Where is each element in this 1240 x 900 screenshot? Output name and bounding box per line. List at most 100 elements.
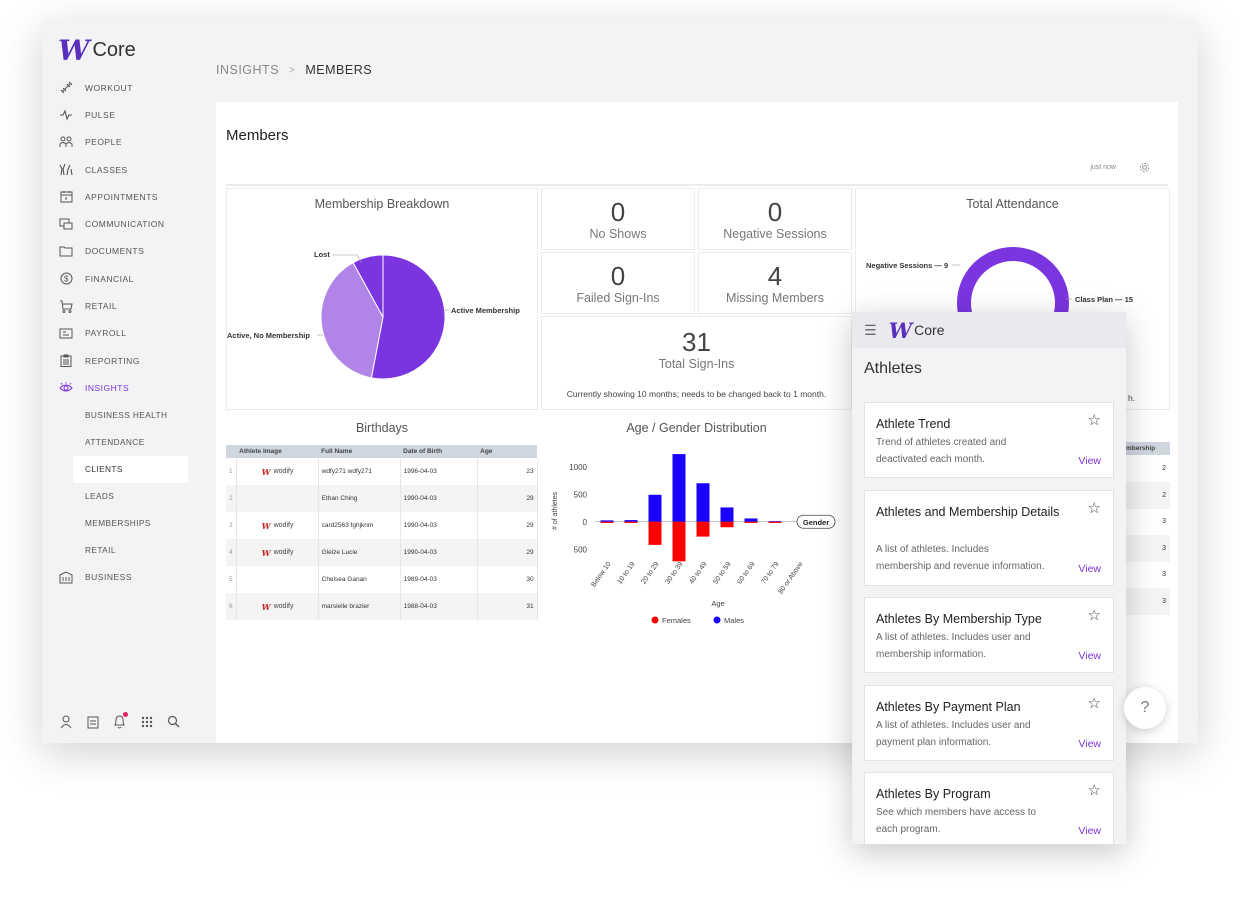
donut-label-class-plan: Class Plan — 15 <box>1075 295 1133 304</box>
bar-females[interactable] <box>768 521 782 523</box>
user-icon[interactable] <box>58 714 73 729</box>
total-signins-tile[interactable]: 31 Total Sign-Ins Currently showing 10 m… <box>541 316 852 410</box>
bar-males[interactable] <box>648 494 662 522</box>
sidebar-item-reporting[interactable]: REPORTING <box>42 347 202 374</box>
wodify-w-logo-icon: W <box>58 34 90 67</box>
bar-males[interactable] <box>720 507 734 522</box>
star-icon[interactable]: ☆ <box>1087 607 1101 624</box>
sidebar-item-insights[interactable]: INSIGHTS <box>42 374 202 401</box>
bar-females[interactable] <box>600 521 614 523</box>
bar-females[interactable] <box>672 521 686 562</box>
bar-females[interactable] <box>744 521 758 523</box>
view-link[interactable]: View <box>1078 455 1101 467</box>
bar-males[interactable] <box>624 520 638 522</box>
legend-label-females[interactable]: Females <box>662 616 691 625</box>
view-link[interactable]: View <box>1078 825 1101 837</box>
clipboard-icon[interactable] <box>85 714 100 729</box>
bar-females[interactable] <box>648 521 662 545</box>
pie-slice-active-no-membership[interactable] <box>320 261 384 379</box>
wodify-brand-text: wodify <box>273 603 294 610</box>
sidebar-sub-leads[interactable]: LEADS <box>85 491 115 502</box>
bar-females[interactable] <box>624 521 638 523</box>
sidebar-item-financial[interactable]: $ FINANCIAL <box>42 265 202 292</box>
sidebar-item-payroll[interactable]: PAYROLL <box>42 320 202 347</box>
x-tick-label: 30 to 39 <box>664 561 684 586</box>
report-card[interactable]: Athletes and Membership Details A list of… <box>864 490 1114 586</box>
sidebar-item-documents[interactable]: DOCUMENTS <box>42 238 202 265</box>
gear-icon[interactable] <box>1139 160 1150 178</box>
x-tick-label: 60 to 69 <box>736 561 756 586</box>
age-gender-bar-chart: 1000 500 0 500 # of athletes Below 10 10 to 19… <box>552 454 836 625</box>
sidebar-sub-memberships[interactable]: MEMBERSHIPS <box>85 518 151 529</box>
sidebar-item-people[interactable]: PEOPLE <box>42 129 202 156</box>
report-card[interactable]: Athlete Trend Trend of athletes created a… <box>864 402 1114 478</box>
star-icon[interactable]: ☆ <box>1087 500 1101 517</box>
bell-icon[interactable] <box>112 712 128 729</box>
x-tick-label: 10 to 19 <box>616 561 636 586</box>
help-button[interactable]: ? <box>1124 687 1166 729</box>
donut-label-negative-sessions: Negative Sessions — 9 <box>866 261 948 270</box>
sidebar-sub-attendance[interactable]: ATTENDANCE <box>85 437 145 448</box>
table-row[interactable]: 2 Ethan Ching 1990-04-03 29 <box>226 485 538 512</box>
sidebar-item-retail[interactable]: RETAIL <box>42 292 202 319</box>
hamburger-menu-icon[interactable]: ☰ <box>864 321 877 338</box>
report-card[interactable]: Athletes By Payment Plan A list of athlet… <box>864 685 1114 761</box>
bar-females[interactable] <box>696 521 710 537</box>
sidebar-item-workout[interactable]: WORKOUT <box>42 74 202 101</box>
membership-pie-chart: Lost Active Membership Active, No Member… <box>227 250 520 380</box>
birthdays-title: Birthdays <box>355 421 409 435</box>
col-membership-peek: mbership <box>1124 442 1170 455</box>
sidebar-item-business[interactable]: BUSINESS <box>42 564 202 591</box>
people-icon <box>58 135 74 149</box>
sidebar-item-classes[interactable]: CLASSES <box>42 156 202 183</box>
sidebar-item-appointments[interactable]: APPOINTMENTS <box>42 183 202 210</box>
peek-cell: 2 <box>1124 481 1170 509</box>
star-icon[interactable]: ☆ <box>1087 695 1101 712</box>
sidebar-item-communication[interactable]: COMMUNICATION <box>42 210 202 237</box>
missing-members-tile[interactable]: 4 Missing Members <box>698 252 852 314</box>
bar-males[interactable] <box>696 483 710 522</box>
report-card[interactable]: Athletes By Membership Type A list of ath… <box>864 597 1114 673</box>
bar-males[interactable] <box>672 454 686 522</box>
app-logo[interactable]: W Core <box>58 34 136 67</box>
pie-label-lost: Lost <box>314 250 330 259</box>
legend-swatch-males <box>713 616 721 624</box>
view-link[interactable]: View <box>1078 563 1101 575</box>
failed-signins-tile[interactable]: 0 Failed Sign-Ins <box>541 252 695 314</box>
sidebar-sub-clients[interactable]: CLIENTS <box>73 455 188 483</box>
negative-sessions-tile[interactable]: 0 Negative Sessions <box>698 188 852 250</box>
legend-label-males[interactable]: Males <box>724 616 744 625</box>
building-icon <box>58 570 74 584</box>
pie-label-active-no-membership: Active, No Membership <box>227 331 310 340</box>
pie-slice-lost[interactable] <box>352 254 384 318</box>
apps-grid-icon[interactable] <box>139 714 154 729</box>
report-title: Athletes By Membership Type <box>876 612 1042 626</box>
bar-females[interactable] <box>720 521 734 528</box>
sidebar-item-pulse[interactable]: PULSE <box>42 101 202 128</box>
sidebar-sub-business-health[interactable]: BUSINESS HEALTH <box>85 410 168 421</box>
peek-cell: 2 <box>1162 465 1166 472</box>
birthdays-table: Athlete Image Full Name Date of Birth Ag… <box>226 445 538 620</box>
view-link[interactable]: View <box>1078 738 1101 750</box>
bar-males[interactable] <box>744 518 758 522</box>
breadcrumb-parent[interactable]: INSIGHTS <box>216 63 280 77</box>
search-icon[interactable] <box>166 714 181 729</box>
star-icon[interactable]: ☆ <box>1087 412 1101 429</box>
bar-males[interactable] <box>600 520 614 522</box>
no-shows-label: No Shows <box>589 227 647 241</box>
star-icon[interactable]: ☆ <box>1087 782 1101 799</box>
wodify-w-logo-icon: W <box>261 547 271 558</box>
no-shows-tile[interactable]: 0 No Shows <box>541 188 695 250</box>
table-row[interactable]: 5 Chelsea Ganan 1989-04-03 30 <box>226 566 538 593</box>
panel-header: ☰ W Core <box>852 312 1126 348</box>
pie-slice-active-membership[interactable] <box>370 254 446 380</box>
sidebar-sub-retail[interactable]: RETAIL <box>85 545 116 556</box>
view-link[interactable]: View <box>1078 650 1101 662</box>
report-card[interactable]: Athletes By Program See which members hav… <box>864 772 1114 844</box>
date-of-birth-cell: 1990-04-03 <box>400 485 478 512</box>
